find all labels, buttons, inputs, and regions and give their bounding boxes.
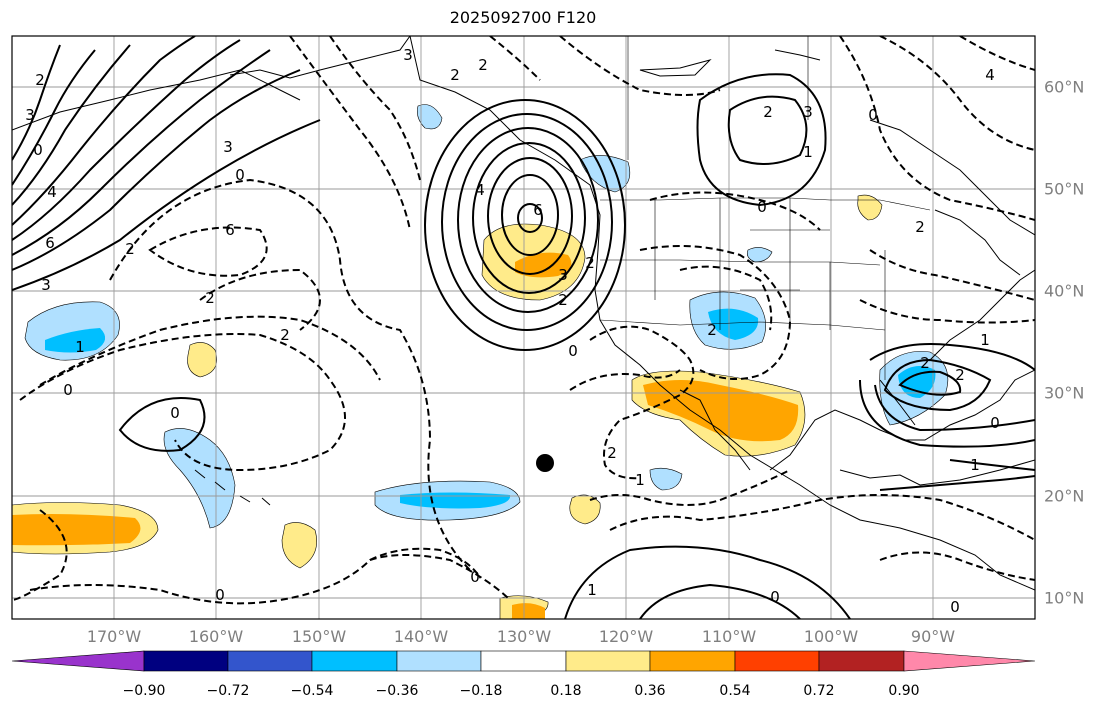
contour-label: 1 xyxy=(635,471,645,489)
contour-label: 3 xyxy=(803,103,813,121)
contour-label: 2 xyxy=(205,289,215,307)
contour-label: 2 xyxy=(585,254,595,272)
lat-label: 40°N xyxy=(1044,281,1085,301)
colorbar-tick-label: 0.90 xyxy=(888,683,920,699)
colorbar-tick-label: −0.72 xyxy=(206,683,250,699)
colorbar-tick-label: 0.54 xyxy=(719,683,751,699)
contour-label: 3 xyxy=(223,138,233,156)
lon-label: 140°W xyxy=(393,627,449,646)
coastlines xyxy=(12,36,1035,591)
lon-label: 90°W xyxy=(910,627,956,646)
contour-label: 3 xyxy=(403,46,413,64)
map-title: 2025092700 F120 xyxy=(449,8,597,27)
colorbar-segment xyxy=(396,650,482,672)
shading-layer xyxy=(12,104,949,619)
colorbar-segment xyxy=(480,650,567,672)
contour-label: 0 xyxy=(868,106,878,124)
contour-label: 0 xyxy=(215,586,225,604)
lat-label: 60°N xyxy=(1044,77,1085,97)
colorbar-segment xyxy=(227,650,313,672)
contour-label: 0 xyxy=(770,588,780,606)
contour-label: 0 xyxy=(170,404,180,422)
contour-label: 0 xyxy=(950,598,960,616)
colorbar-tick-label: −0.90 xyxy=(122,683,166,699)
contour-label: 4 xyxy=(985,66,995,84)
colorbar-tick-label: −0.54 xyxy=(290,683,334,699)
colorbar-tick-label: 0.72 xyxy=(803,683,835,699)
contour-label: 6 xyxy=(225,221,235,239)
lat-label: 20°N xyxy=(1044,486,1085,506)
contour-label: 2 xyxy=(478,56,488,74)
contour-label: 2 xyxy=(607,444,617,462)
lat-label: 50°N xyxy=(1044,179,1085,199)
contour-label: 3 xyxy=(25,106,35,124)
lon-label: 120°W xyxy=(598,627,654,646)
contour-label: 1 xyxy=(803,143,813,161)
contour-label: 0 xyxy=(568,342,578,360)
lon-label: 110°W xyxy=(701,627,757,646)
colorbar-segment xyxy=(818,650,905,672)
contour-label: 2 xyxy=(920,354,930,372)
contour-label: 2 xyxy=(707,321,717,339)
contour-label: 2 xyxy=(955,366,965,384)
contour-label: 2 xyxy=(558,291,568,309)
lon-label: 160°W xyxy=(188,627,244,646)
contour-label: 6 xyxy=(45,234,55,252)
contour-label: 2 xyxy=(280,326,290,344)
lon-label: 130°W xyxy=(496,627,552,646)
map-plot-area: 2 3 6 0 2 4 3 6 2 1 0 3 2 2 0 0 3 6 4 2 … xyxy=(12,36,1035,619)
contour-label: 0 xyxy=(63,381,73,399)
contour-label: 3 xyxy=(558,266,568,284)
contour-label: 3 xyxy=(41,276,51,294)
colorbar-extend-low xyxy=(11,650,145,672)
contour-label: 2 xyxy=(450,66,460,84)
contour-label: 4 xyxy=(475,181,485,199)
positive-contours xyxy=(12,36,1035,619)
lat-label: 10°N xyxy=(1044,588,1085,608)
political-borders xyxy=(599,36,931,380)
lon-label: 100°W xyxy=(803,627,859,646)
contour-label: 4 xyxy=(47,183,57,201)
contour-label: 0 xyxy=(990,414,1000,432)
contour-label: 0 xyxy=(757,198,767,216)
colorbar-tick-label: 0.36 xyxy=(634,683,666,699)
contour-label: 0 xyxy=(470,568,480,586)
lon-label: 170°W xyxy=(86,627,142,646)
contour-label: 2 xyxy=(35,71,45,89)
contour-label: 2 xyxy=(125,240,135,258)
contour-label: 1 xyxy=(75,338,85,356)
storm-position-marker xyxy=(536,454,554,472)
colorbar xyxy=(11,650,1036,672)
negative-contours xyxy=(12,36,1035,605)
colorbar-segment xyxy=(143,650,229,672)
colorbar-tick-label: −0.36 xyxy=(375,683,419,699)
contour-labels: 2 3 6 0 2 4 3 6 2 1 0 3 2 2 0 0 3 6 4 2 … xyxy=(25,46,1000,616)
contour-label: 2 xyxy=(915,218,925,236)
map-frame xyxy=(11,35,1036,620)
contour-label: 1 xyxy=(587,581,597,599)
lon-label: 150°W xyxy=(291,627,347,646)
colorbar-segment xyxy=(649,650,736,672)
colorbar-segment xyxy=(311,650,398,672)
colorbar-tick-label: −0.18 xyxy=(459,683,503,699)
contour-label: 1 xyxy=(970,456,980,474)
contour-label: 0 xyxy=(33,141,43,159)
contour-label: 6 xyxy=(533,201,543,219)
contour-label: 0 xyxy=(235,166,245,184)
contour-label: 1 xyxy=(980,331,990,349)
colorbar-segment xyxy=(565,650,651,672)
colorbar-tick-label: 0.18 xyxy=(550,683,582,699)
colorbar-segment xyxy=(734,650,820,672)
colorbar-extend-high xyxy=(903,650,1036,672)
contour-label: 2 xyxy=(763,103,773,121)
lat-label: 30°N xyxy=(1044,383,1085,403)
